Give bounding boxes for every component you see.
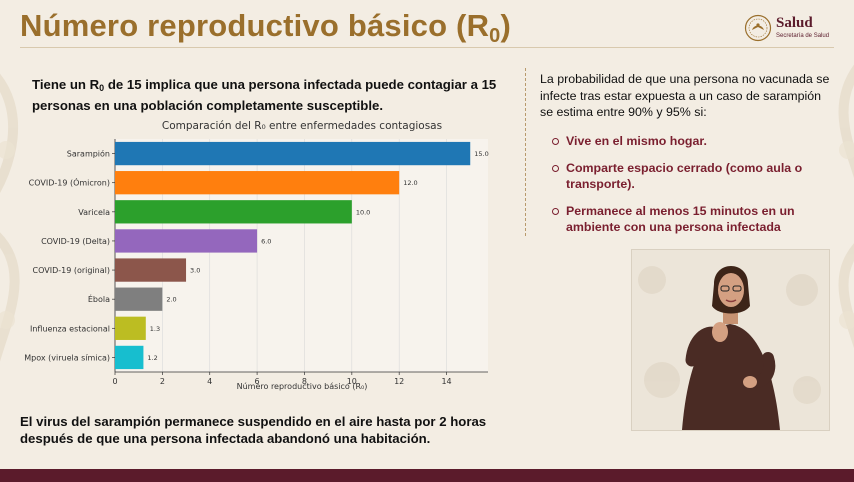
lead-part-1: Tiene un R xyxy=(32,77,100,92)
category-label: Mpox (viruela símica) xyxy=(24,353,110,362)
bar-value-label: 3.0 xyxy=(190,267,200,275)
category-label: Sarampión xyxy=(67,149,110,159)
bullet-text: Comparte espacio cerrado (como aula o tr… xyxy=(566,160,803,192)
r0-bar-chart: Comparación del R₀ entre enfermedades co… xyxy=(24,120,488,391)
bar-value-label: 10.0 xyxy=(356,208,370,216)
bar-value-label: 2.0 xyxy=(166,296,176,304)
x-tick-label: 14 xyxy=(441,377,451,386)
x-tick-label: 8 xyxy=(302,377,307,386)
logo-name: Salud xyxy=(776,15,813,31)
chart-title: Comparación del R₀ entre enfermedades co… xyxy=(162,120,442,132)
bullet-item: Vive en el mismo hogar. xyxy=(552,133,830,150)
bar xyxy=(115,171,400,195)
bar xyxy=(115,316,146,340)
bullet-circle-icon xyxy=(552,164,559,172)
x-tick-label: 10 xyxy=(347,377,357,386)
bullet-text: Permanece al menos 15 minutos en un ambi… xyxy=(566,203,795,235)
title-suffix: ) xyxy=(500,8,512,43)
bullet-item: Permanece al menos 15 minutos en un ambi… xyxy=(552,203,830,236)
bar xyxy=(115,345,144,370)
category-label: COVID-19 (Delta) xyxy=(41,237,110,246)
lead-subscript: 0 xyxy=(99,83,105,93)
title-text: Número reproductivo básico (R xyxy=(20,8,490,43)
chart-x-axis-label: Número reproductivo básico (R₀) xyxy=(237,382,368,391)
title-subscript: 0 xyxy=(489,25,501,47)
salud-eagle-icon xyxy=(744,14,772,42)
category-label: COVID-19 (Ómicron) xyxy=(29,177,110,188)
category-label: Ébola xyxy=(88,293,110,304)
right-intro-text: La probabilidad de que una persona no va… xyxy=(540,72,830,119)
x-tick-label: 12 xyxy=(394,377,404,386)
bar-value-label: 1.3 xyxy=(150,325,160,333)
x-tick-label: 2 xyxy=(160,377,165,386)
title-divider xyxy=(20,47,834,48)
category-label: Varicela xyxy=(78,208,110,217)
footer-text: El virus del sarampión permanece suspend… xyxy=(20,414,487,446)
bullet-item: Comparte espacio cerrado (como aula o tr… xyxy=(552,160,830,193)
column-divider xyxy=(525,68,526,236)
bar xyxy=(115,287,163,311)
bullet-circle-icon xyxy=(552,207,559,215)
lead-text: Tiene un R0 de 15 implica que una person… xyxy=(32,76,502,114)
bullet-text: Vive en el mismo hogar. xyxy=(566,134,707,148)
sign-language-interpreter-video xyxy=(631,249,830,431)
bar-value-label: 12.0 xyxy=(403,179,417,187)
logo-subtitle: Secretaría de Salud xyxy=(776,33,830,39)
bar xyxy=(115,258,187,282)
category-label: COVID-19 (original) xyxy=(33,266,111,275)
bar xyxy=(115,141,471,166)
lead-part-2: de 15 implica que una persona infectada … xyxy=(32,77,497,113)
x-tick-label: 6 xyxy=(255,377,260,386)
category-label: Influenza estacional xyxy=(30,324,110,333)
bar-value-label: 1.2 xyxy=(147,354,157,362)
bar xyxy=(115,229,258,253)
bullet-list: Vive en el mismo hogar. Comparte espacio… xyxy=(552,133,830,246)
x-tick-label: 0 xyxy=(112,377,117,386)
page-title: Número reproductivo básico (R0) xyxy=(20,8,511,48)
bar-value-label: 15.0 xyxy=(474,150,488,158)
salud-logo: Salud Secretaría de Salud xyxy=(744,14,844,44)
bar xyxy=(115,200,352,224)
bar-value-label: 6.0 xyxy=(261,237,271,245)
sign-language-interpreter-figure xyxy=(632,250,829,430)
bottom-bar xyxy=(0,469,854,482)
bullet-circle-icon xyxy=(552,138,559,145)
x-tick-label: 4 xyxy=(207,377,212,386)
